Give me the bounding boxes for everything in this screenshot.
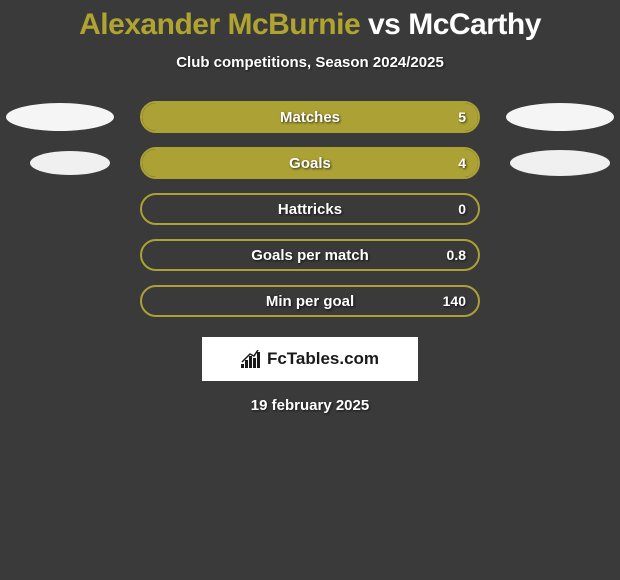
ellipse-icon bbox=[6, 103, 114, 131]
logo-box[interactable]: FcTables.com bbox=[202, 337, 418, 381]
bar-goals: Goals 4 bbox=[140, 147, 480, 179]
bar-mpg: Min per goal 140 bbox=[140, 285, 480, 317]
bar-value: 4 bbox=[458, 155, 466, 171]
bar-value: 140 bbox=[443, 293, 466, 309]
bar-value: 0 bbox=[458, 201, 466, 217]
subtitle: Club competitions, Season 2024/2025 bbox=[176, 54, 444, 71]
stats-chart: Matches 5 Goals 4 Hattricks 0 bbox=[0, 101, 620, 317]
vs-text: vs bbox=[368, 8, 400, 41]
date-text: 19 february 2025 bbox=[251, 397, 369, 414]
bar-label: Goals bbox=[289, 155, 331, 172]
stat-row-goals: Goals 4 bbox=[0, 147, 620, 179]
bar-matches: Matches 5 bbox=[140, 101, 480, 133]
ellipse-icon bbox=[510, 150, 610, 176]
player2-name: McCarthy bbox=[408, 8, 541, 41]
page-title: Alexander McBurnie vs McCarthy bbox=[79, 8, 541, 42]
bar-label: Matches bbox=[280, 109, 340, 126]
ellipse-icon bbox=[506, 103, 614, 131]
stat-row-matches: Matches 5 bbox=[0, 101, 620, 133]
bar-gpm: Goals per match 0.8 bbox=[140, 239, 480, 271]
bar-hattricks: Hattricks 0 bbox=[140, 193, 480, 225]
stat-row-hattricks: Hattricks 0 bbox=[0, 193, 620, 225]
stat-row-gpm: Goals per match 0.8 bbox=[0, 239, 620, 271]
ellipse-icon bbox=[30, 151, 110, 175]
main-container: Alexander McBurnie vs McCarthy Club comp… bbox=[0, 0, 620, 414]
bar-value: 5 bbox=[458, 109, 466, 125]
player1-name: Alexander McBurnie bbox=[79, 8, 360, 41]
bar-label: Min per goal bbox=[266, 293, 354, 310]
stat-row-mpg: Min per goal 140 bbox=[0, 285, 620, 317]
bar-value: 0.8 bbox=[447, 247, 466, 263]
bar-label: Goals per match bbox=[251, 247, 369, 264]
bar-label: Hattricks bbox=[278, 201, 342, 218]
logo-text: FcTables.com bbox=[267, 349, 379, 369]
chart-icon bbox=[241, 350, 263, 368]
